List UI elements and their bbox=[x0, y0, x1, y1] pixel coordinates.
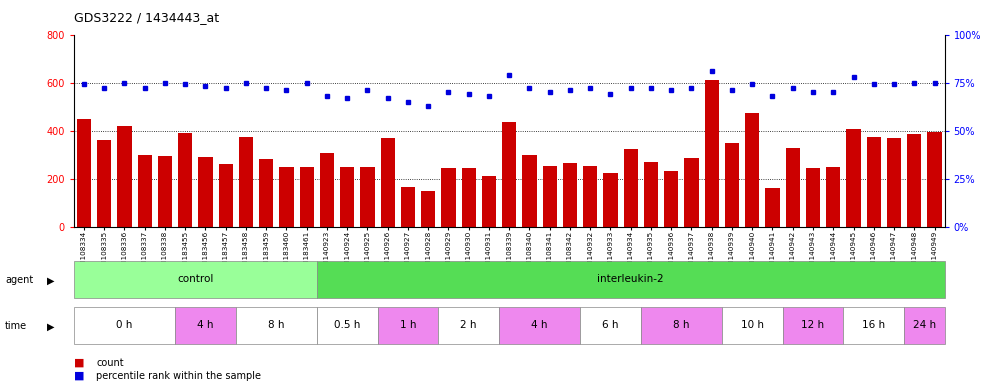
Text: 8 h: 8 h bbox=[268, 320, 284, 331]
Bar bbox=[928, 132, 942, 227]
Bar bbox=[461, 169, 476, 227]
Bar bbox=[827, 167, 840, 227]
Bar bbox=[97, 140, 111, 227]
Bar bbox=[664, 171, 678, 227]
Bar bbox=[846, 129, 861, 227]
Text: GDS3222 / 1434443_at: GDS3222 / 1434443_at bbox=[74, 12, 218, 25]
Bar bbox=[117, 126, 132, 227]
Bar bbox=[199, 157, 213, 227]
Bar bbox=[74, 261, 317, 298]
Text: 8 h: 8 h bbox=[673, 320, 690, 331]
Bar bbox=[279, 167, 293, 227]
Bar bbox=[581, 307, 641, 344]
Bar bbox=[381, 138, 395, 227]
Text: 2 h: 2 h bbox=[461, 320, 477, 331]
Bar bbox=[157, 156, 172, 227]
Bar bbox=[259, 159, 274, 227]
Bar bbox=[442, 169, 456, 227]
Bar bbox=[766, 188, 779, 227]
Bar bbox=[317, 307, 378, 344]
Bar bbox=[725, 142, 739, 227]
Bar bbox=[178, 133, 192, 227]
Text: 12 h: 12 h bbox=[801, 320, 825, 331]
Bar bbox=[563, 163, 577, 227]
Bar bbox=[705, 80, 719, 227]
Bar bbox=[523, 155, 536, 227]
Text: 4 h: 4 h bbox=[197, 320, 214, 331]
Bar bbox=[299, 167, 314, 227]
Bar bbox=[175, 307, 236, 344]
Bar bbox=[74, 307, 175, 344]
Bar bbox=[400, 187, 415, 227]
Bar bbox=[584, 166, 597, 227]
Bar bbox=[782, 307, 843, 344]
Bar bbox=[239, 137, 253, 227]
Text: time: time bbox=[5, 321, 27, 331]
Text: percentile rank within the sample: percentile rank within the sample bbox=[96, 371, 262, 381]
Bar bbox=[904, 307, 945, 344]
Bar bbox=[806, 169, 820, 227]
Bar bbox=[421, 191, 435, 227]
Text: ■: ■ bbox=[74, 371, 85, 381]
Bar bbox=[624, 149, 638, 227]
Text: agent: agent bbox=[5, 275, 33, 285]
Bar bbox=[785, 148, 800, 227]
Text: 0.5 h: 0.5 h bbox=[334, 320, 360, 331]
Bar bbox=[502, 122, 517, 227]
Bar bbox=[843, 307, 904, 344]
Bar bbox=[236, 307, 317, 344]
Bar bbox=[722, 307, 782, 344]
Bar bbox=[887, 138, 901, 227]
Text: 1 h: 1 h bbox=[400, 320, 416, 331]
Text: ▶: ▶ bbox=[47, 321, 55, 331]
Bar bbox=[685, 158, 699, 227]
Bar bbox=[641, 307, 722, 344]
Bar bbox=[438, 307, 499, 344]
Bar bbox=[542, 166, 557, 227]
Bar bbox=[378, 307, 438, 344]
Bar bbox=[218, 164, 233, 227]
Text: ▶: ▶ bbox=[47, 275, 55, 285]
Text: interleukin-2: interleukin-2 bbox=[597, 274, 664, 285]
Text: 24 h: 24 h bbox=[913, 320, 936, 331]
Bar bbox=[644, 162, 658, 227]
Bar bbox=[907, 134, 921, 227]
Bar bbox=[340, 167, 354, 227]
Bar bbox=[77, 119, 91, 227]
Bar bbox=[499, 307, 581, 344]
Text: control: control bbox=[177, 274, 214, 285]
Text: 6 h: 6 h bbox=[602, 320, 619, 331]
Text: 0 h: 0 h bbox=[116, 320, 133, 331]
Bar bbox=[138, 155, 152, 227]
Text: 16 h: 16 h bbox=[862, 320, 886, 331]
Bar bbox=[867, 137, 881, 227]
Text: 10 h: 10 h bbox=[741, 320, 764, 331]
Text: 4 h: 4 h bbox=[531, 320, 548, 331]
Bar bbox=[320, 153, 334, 227]
Text: count: count bbox=[96, 358, 124, 368]
Bar bbox=[360, 167, 375, 227]
Bar bbox=[482, 176, 496, 227]
Bar bbox=[603, 172, 618, 227]
Bar bbox=[317, 261, 945, 298]
Bar bbox=[745, 113, 760, 227]
Text: ■: ■ bbox=[74, 358, 85, 368]
